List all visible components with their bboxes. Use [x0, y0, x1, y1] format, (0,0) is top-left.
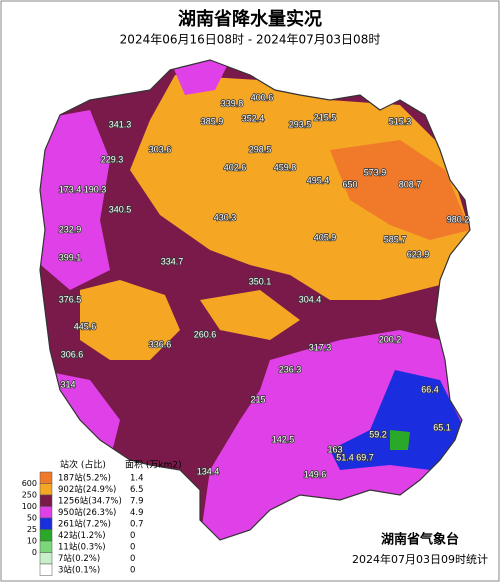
- station-value: 303.6: [149, 144, 172, 154]
- station-labels: 341.3 303.6 229.3 400.6 339.8 385.9 352.4 298.5…: [58, 92, 470, 481]
- station-value: 149.6: [304, 469, 327, 479]
- stat-time: 2024年07月03日09时统计: [352, 552, 488, 566]
- station-value: 69.7: [356, 452, 374, 462]
- legend-swatch: [39, 563, 53, 576]
- station-value: 173.4: [59, 184, 82, 194]
- station-value: 334.7: [161, 256, 184, 266]
- legend-scale: 100: [22, 502, 37, 511]
- station-value: 298.5: [249, 144, 272, 154]
- legend-area: 0.7: [130, 519, 144, 529]
- legend-header: 站次 (占比): [60, 459, 106, 471]
- legend-scale: 600: [22, 479, 37, 488]
- legend-header: 面积 (万km2): [125, 459, 182, 471]
- station-value: 340.5: [109, 204, 132, 214]
- station-value: 236.3: [279, 364, 302, 374]
- legend-swatch: [39, 494, 53, 507]
- legend-scale: 25: [27, 525, 37, 534]
- legend-count: 11站(0.3%): [58, 541, 106, 552]
- station-value: 59.2: [369, 429, 387, 439]
- station-value: 66.4: [421, 384, 439, 394]
- station-value: 430.3: [214, 212, 237, 222]
- legend-count: 902站(24.9%): [58, 484, 116, 495]
- station-value: 306.6: [61, 349, 84, 359]
- station-value: 376.5: [59, 294, 82, 304]
- legend-scale: 50: [27, 514, 37, 523]
- station-value: 341.3: [109, 119, 132, 129]
- legend-count: 950站(26.3%): [58, 507, 116, 518]
- legend-swatch: [39, 552, 53, 565]
- title: 湖南省降水量实况: [178, 8, 322, 30]
- station-value: 293.5: [289, 119, 312, 129]
- station-value: 402.6: [224, 162, 247, 172]
- legend-area: 0: [130, 554, 135, 564]
- legend-scale: 10: [27, 537, 37, 546]
- station-value: 336.6: [149, 339, 172, 349]
- legend-swatch: [39, 471, 53, 484]
- legend-count: 42站(1.2%): [58, 530, 106, 541]
- legend-count: 3站(0.1%): [58, 564, 100, 575]
- station-value: 232.9: [59, 224, 82, 234]
- station-value: 51.4: [336, 452, 354, 462]
- station-value: 163: [327, 444, 342, 454]
- legend-swatch: [39, 529, 53, 542]
- legend-swatch: [39, 517, 53, 530]
- station-value: 304.4: [299, 294, 322, 304]
- station-value: 339.8: [221, 98, 244, 108]
- legend-count: 1256站(34.7%): [58, 495, 122, 506]
- legend-area: 4.9: [130, 508, 144, 518]
- station-value: 650: [342, 179, 357, 189]
- agency: 湖南省气象台: [381, 532, 459, 548]
- legend-swatch: [39, 506, 53, 519]
- legend-area: 0: [130, 531, 135, 541]
- station-value: 445.6: [74, 321, 97, 331]
- station-value: 495.4: [307, 175, 330, 185]
- station-value: 459.8: [274, 162, 297, 172]
- station-value: 229.3: [101, 154, 124, 164]
- legend-area: 1.4: [130, 473, 144, 483]
- station-value: 385.9: [201, 116, 224, 126]
- station-value: 352.4: [242, 113, 265, 123]
- station-value: 623.9: [407, 249, 430, 259]
- station-value: 215.5: [314, 112, 337, 122]
- station-value: 808.7: [399, 179, 422, 189]
- legend-area: 0: [130, 565, 135, 575]
- station-value: 142.5: [272, 434, 295, 444]
- legend-scale: 250: [22, 491, 37, 500]
- station-value: 399.1: [59, 252, 82, 262]
- station-value: 585.7: [384, 234, 407, 244]
- station-value: 215: [250, 394, 265, 404]
- legend-scale: 0: [32, 548, 37, 557]
- legend-count: 187站(5.2%): [58, 472, 111, 483]
- legend-area: 0: [130, 542, 135, 552]
- legend-count: 7站(0.2%): [58, 553, 100, 564]
- legend: 站次 (占比) 面积 (万km2) 187站(5.2%) 1.4 902站(24.9…: [22, 459, 182, 576]
- station-value: 980.2: [447, 214, 470, 224]
- legend-count: 261站(7.2%): [58, 518, 111, 529]
- station-value: 400.6: [251, 92, 274, 102]
- station-value: 573.9: [364, 167, 387, 177]
- station-value: 350.1: [249, 276, 272, 286]
- subtitle: 2024年06月16日08时 - 2024年07月03日08时: [120, 33, 381, 47]
- station-value: 515.3: [389, 116, 412, 126]
- station-value: 200.2: [379, 334, 402, 344]
- legend-area: 6.5: [130, 485, 144, 495]
- legend-swatch: [39, 483, 53, 496]
- station-value: 260.6: [194, 329, 217, 339]
- station-value: 314: [60, 379, 75, 389]
- legend-swatch: [39, 540, 53, 553]
- station-value: 190.3: [84, 184, 107, 194]
- station-value: 317.3: [309, 342, 332, 352]
- station-value: 405.9: [314, 232, 337, 242]
- station-value: 134.4: [197, 466, 220, 476]
- station-value: 65.1: [433, 422, 451, 432]
- legend-area: 7.9: [130, 496, 144, 506]
